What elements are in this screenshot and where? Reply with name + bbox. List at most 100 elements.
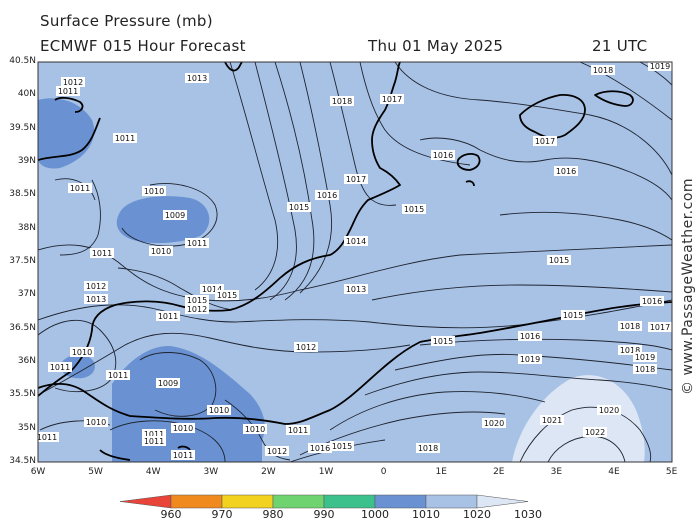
isobar-label: 1018 [633,364,657,374]
svg-text:1019: 1019 [635,353,655,362]
svg-text:1021: 1021 [542,416,562,425]
watermark: © www.PassageWeather.com [680,177,696,395]
isobar-label: 1016 [640,296,664,306]
svg-text:1016: 1016 [317,191,337,200]
isobar-label: 1019 [648,62,672,71]
svg-text:1012: 1012 [187,305,207,314]
svg-text:1022: 1022 [585,428,605,437]
svg-text:1016: 1016 [520,332,540,341]
longitude-label: 2E [493,467,505,477]
forecast-date: Thu 01 May 2025 [368,37,504,55]
svg-text:1018: 1018 [418,444,438,453]
colorbar-label: 1000 [361,508,389,521]
svg-text:1013: 1013 [86,295,106,304]
longitude-label: 5W [88,467,103,477]
svg-text:1010: 1010 [144,187,164,196]
isobar-label: 1009 [156,378,180,388]
svg-text:1011: 1011 [187,239,207,248]
svg-text:1011: 1011 [58,87,78,96]
colorbar-label: 1030 [514,508,542,521]
longitude-label: 3W [203,467,219,477]
isobar-label: 1017 [380,94,404,104]
svg-text:1017: 1017 [535,137,555,146]
svg-text:1011: 1011 [37,433,57,442]
svg-text:1012: 1012 [63,78,83,87]
isobar-label: 1010 [70,347,94,357]
isobar-label: 1018 [591,65,615,75]
isobar-label: 1016 [315,190,339,200]
latitude-label: 38.5N [9,189,36,200]
colorbar-label: 990 [313,508,335,521]
isobar-label: 1015 [287,202,311,212]
isobar-label: 1013 [344,284,368,294]
isobar-label: 1015 [431,336,455,346]
longitude-label: 4E [608,467,620,477]
svg-text:1017: 1017 [346,175,366,184]
svg-text:1012: 1012 [296,343,316,352]
svg-text:1015: 1015 [217,291,237,300]
colorbar-label: 1020 [463,508,491,521]
svg-text:1010: 1010 [86,418,106,427]
colorbar-label: 1010 [412,508,440,521]
svg-text:1019: 1019 [650,62,670,71]
isobar-label: 1018 [618,321,642,331]
isobar-label: 1018 [330,96,354,106]
svg-text:1015: 1015 [332,442,352,451]
latitude-label: 37N [17,289,36,300]
isobar-label: 1018 [618,345,642,355]
svg-text:1019: 1019 [520,355,540,364]
isobar-label: 1019 [518,354,542,364]
latitude-label: 37.5N [9,255,36,266]
latitude-label: 40N [17,89,36,100]
isobar-label: 1010 [142,186,166,196]
svg-text:1020: 1020 [599,406,619,415]
svg-text:1011: 1011 [288,426,308,435]
isobar-label: 1012 [294,342,318,352]
svg-text:1010: 1010 [245,425,265,434]
svg-text:1011: 1011 [144,437,164,446]
isobar-label: 1016 [308,443,332,453]
svg-text:1011: 1011 [92,249,112,258]
isobar-label: 1014 [200,284,224,294]
isobar-label: 1016 [554,166,578,176]
isobar-label: 1012 [61,77,85,87]
svg-text:1018: 1018 [620,322,640,331]
isobar-label: 1011 [142,429,166,439]
isobar-label: 1021 [540,415,564,425]
latitude-label: 39N [17,155,36,166]
svg-text:1009: 1009 [158,379,178,388]
svg-text:1016: 1016 [310,444,330,453]
isobar-label: 1011 [171,450,195,460]
isobar-label: 1010 [171,423,195,433]
isobar-label: 1017 [344,174,368,184]
svg-text:1015: 1015 [404,205,424,214]
map-title: Surface Pressure (mb) [40,12,213,30]
isobar-label: 1019 [633,352,657,362]
colorbar-label: 980 [262,508,284,521]
svg-text:1018: 1018 [620,346,640,355]
isobar-label: 1011 [48,362,72,372]
latitude-label: 36N [17,355,36,366]
svg-text:1016: 1016 [433,151,453,160]
isobar-label: 1011 [113,133,137,143]
isobar-label: 1022 [583,427,607,437]
coastline [38,62,672,461]
isobar-label: 1011 [286,425,310,435]
isobar-label: 1014 [344,236,368,246]
isobar-label: 1015 [402,204,426,214]
isobar-label: 1011 [142,436,166,446]
svg-text:1020: 1020 [484,419,504,428]
isobar-label: 1018 [416,443,440,453]
svg-text:1018: 1018 [635,365,655,374]
model-run-label: ECMWF 015 Hour Forecast [40,37,246,55]
isobar-label: 1012 [185,304,209,314]
isobar-label: 1013 [185,73,209,83]
isobar-label: 1011 [106,370,130,380]
isobar-label: 1011 [68,183,92,193]
svg-text:1015: 1015 [433,337,453,346]
svg-text:1011: 1011 [115,134,135,143]
isobar-label: 1020 [482,418,506,428]
isobar-label: 1015 [330,441,354,451]
isobar-label: 1016 [431,150,455,160]
